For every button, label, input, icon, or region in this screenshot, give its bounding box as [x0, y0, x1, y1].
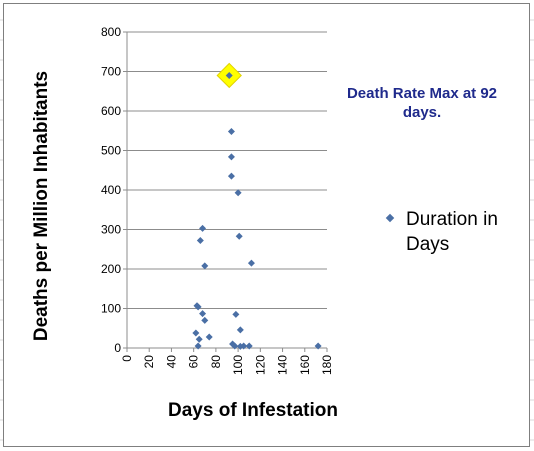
- data-point: [236, 326, 244, 334]
- y-tick-label: 300: [101, 223, 121, 237]
- data-point: [194, 303, 202, 311]
- x-tick-label: 40: [164, 355, 178, 369]
- x-tick-label: 120: [253, 355, 267, 375]
- data-point: [227, 153, 235, 161]
- data-point: [196, 237, 204, 245]
- x-tick-label: 140: [276, 355, 290, 375]
- x-tick-label: 20: [142, 355, 156, 369]
- data-point: [201, 316, 209, 324]
- data-point: [245, 342, 253, 350]
- y-tick-label: 500: [101, 144, 121, 158]
- chart-area[interactable]: 0 100 200 300 400 500 600 700 800 0 20 40 60 80 100 120…: [3, 3, 530, 447]
- plot-area: 0 100 200 300 400 500 600 700 800 0 20 40 60 80 100 120…: [101, 25, 334, 375]
- data-point: [199, 224, 207, 232]
- x-tick-label: 80: [209, 355, 223, 369]
- x-tick-label: 60: [187, 355, 201, 369]
- data-point: [234, 189, 242, 197]
- data-point: [225, 71, 233, 79]
- y-axis-label: Deaths per Million Inhabitants: [31, 70, 52, 342]
- data-point: [201, 262, 209, 270]
- y-tick-label: 100: [101, 302, 121, 316]
- x-tick-label: 100: [231, 355, 245, 375]
- data-point: [232, 310, 240, 318]
- x-tick-label: 0: [120, 355, 134, 362]
- y-tick-label: 0: [114, 341, 121, 355]
- data-point: [314, 342, 322, 350]
- x-tick-label: 180: [320, 355, 334, 375]
- y-tick-label: 400: [101, 183, 121, 197]
- data-point: [192, 329, 200, 337]
- max-annotation: Death Rate Max at 92 days.: [346, 85, 498, 121]
- y-tick-label: 200: [101, 262, 121, 276]
- data-point: [199, 310, 207, 318]
- y-tick-label: 800: [101, 25, 121, 39]
- data-point: [235, 232, 243, 240]
- data-point: [205, 333, 213, 341]
- data-point: [247, 259, 255, 267]
- data-point: [194, 342, 202, 350]
- legend-label: Duration in Days: [406, 209, 498, 255]
- y-tick-label: 600: [101, 104, 121, 118]
- data-point: [231, 342, 239, 350]
- data-point: [195, 335, 203, 343]
- y-tick-label: 700: [101, 65, 121, 79]
- x-axis-label: Days of Infestation: [168, 400, 338, 421]
- data-point: [227, 128, 235, 136]
- data-point: [227, 172, 235, 180]
- x-tick-label: 160: [298, 355, 312, 375]
- data-point: [240, 342, 248, 350]
